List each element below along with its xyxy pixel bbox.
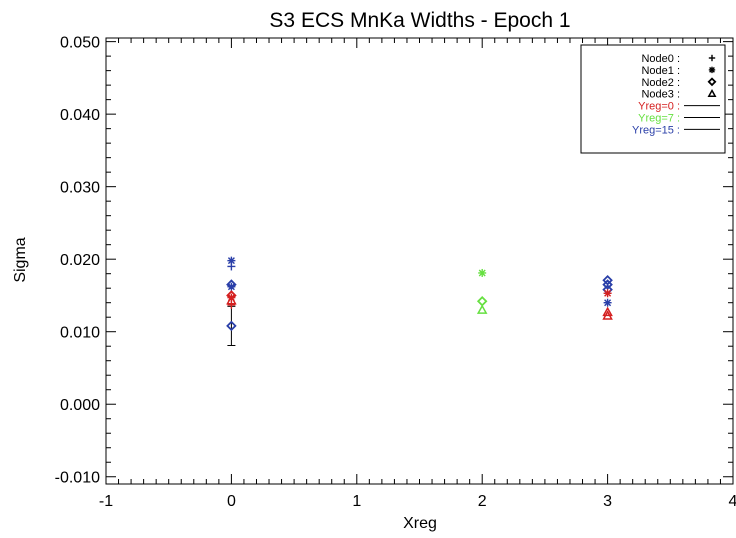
legend-items: Node0 :Node1 :Node2 :Node3 :Yreg=0 :Yreg… [632, 53, 720, 136]
legend-node-label: Node0 : [641, 53, 680, 65]
legend-yreg-label: Yreg=15 : [632, 124, 680, 136]
legend-node-label: Node2 : [641, 77, 680, 89]
legend-yreg-label: Yreg=0 : [638, 101, 680, 113]
data-point [227, 300, 236, 309]
y-axis-label: Sigma [12, 237, 29, 282]
data-point [602, 274, 613, 286]
chart-title: S3 ECS MnKa Widths - Epoch 1 [269, 9, 570, 32]
legend: Node0 :Node1 :Node2 :Node3 :Yreg=0 :Yreg… [580, 44, 726, 154]
y-tick-label: 0.050 [60, 35, 100, 52]
data-point [602, 306, 613, 317]
legend-node-symbol [707, 77, 717, 87]
x-axis-label: Xreg [403, 515, 437, 532]
data-point [602, 279, 613, 290]
y-tick-label: -0.010 [55, 470, 100, 487]
data-point [226, 320, 237, 332]
x-tick-label: 0 [227, 493, 236, 510]
x-tick-label: 2 [478, 493, 487, 510]
y-tick-label: 0.000 [60, 397, 100, 414]
data-point [227, 282, 236, 291]
x-tick-label: 4 [729, 493, 736, 510]
axis-ticks [105, 38, 734, 484]
legend-node-label: Node3 : [641, 89, 680, 101]
data-point [227, 256, 236, 265]
legend-node-symbol [708, 66, 716, 74]
y-tick-label: 0.030 [60, 180, 100, 197]
x-tick-label: 1 [352, 493, 361, 510]
legend-node-symbol [708, 54, 716, 62]
x-tick-label: 3 [603, 493, 612, 510]
legend-box [580, 44, 726, 154]
axis-tick-labels: -1 0 1 2 3 4 -0.010 0.000 0.010 0.020 0.030 0.040 0.… [55, 35, 736, 510]
data-point [478, 268, 487, 277]
y-tick-label: 0.010 [60, 325, 100, 342]
data-point [476, 304, 488, 314]
data-point [603, 298, 612, 307]
data-point [603, 289, 612, 298]
y-tick-label: 0.040 [60, 107, 100, 124]
legend-node-symbol [707, 88, 717, 98]
data-points [226, 256, 613, 346]
legend-node-label: Node1 : [641, 65, 680, 77]
data-point [602, 310, 613, 320]
x-tick-label: -1 [99, 493, 113, 510]
y-tick-label: 0.020 [60, 252, 100, 269]
legend-yreg-label: Yreg=7 : [638, 113, 680, 125]
